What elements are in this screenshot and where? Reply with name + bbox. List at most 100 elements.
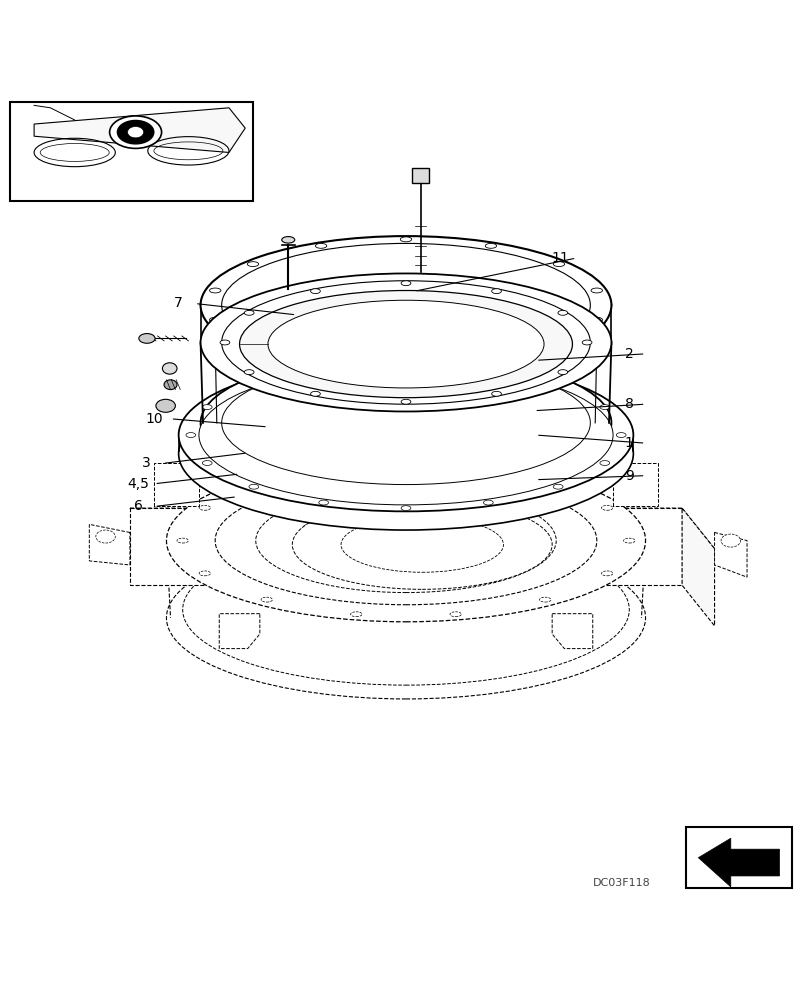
Polygon shape xyxy=(154,463,199,506)
Ellipse shape xyxy=(247,344,259,349)
Ellipse shape xyxy=(268,300,543,388)
Ellipse shape xyxy=(221,243,590,367)
Ellipse shape xyxy=(319,500,328,505)
Text: 8: 8 xyxy=(624,397,633,411)
Text: DC03F118: DC03F118 xyxy=(592,878,650,888)
Ellipse shape xyxy=(249,484,259,489)
Ellipse shape xyxy=(96,530,115,543)
Ellipse shape xyxy=(401,399,410,404)
Ellipse shape xyxy=(200,236,611,374)
Ellipse shape xyxy=(552,484,562,489)
Ellipse shape xyxy=(164,380,177,390)
Ellipse shape xyxy=(491,391,500,396)
Ellipse shape xyxy=(162,363,177,374)
Ellipse shape xyxy=(485,243,496,248)
Bar xyxy=(685,827,791,888)
Ellipse shape xyxy=(400,237,411,242)
Text: 1: 1 xyxy=(624,436,633,450)
Polygon shape xyxy=(34,108,245,152)
Ellipse shape xyxy=(249,381,259,386)
Ellipse shape xyxy=(491,289,500,294)
Ellipse shape xyxy=(449,465,461,469)
Ellipse shape xyxy=(200,273,611,411)
Ellipse shape xyxy=(557,370,567,375)
Text: 11: 11 xyxy=(551,251,569,265)
Ellipse shape xyxy=(401,360,410,364)
Ellipse shape xyxy=(485,362,496,367)
Ellipse shape xyxy=(221,281,590,404)
Ellipse shape xyxy=(315,243,326,248)
Text: 6: 6 xyxy=(134,499,142,513)
Text: 2: 2 xyxy=(624,347,633,361)
Polygon shape xyxy=(219,614,260,649)
Ellipse shape xyxy=(209,317,221,322)
Ellipse shape xyxy=(221,361,590,485)
Ellipse shape xyxy=(400,368,411,373)
Polygon shape xyxy=(130,508,714,549)
Ellipse shape xyxy=(539,597,550,602)
Polygon shape xyxy=(130,508,681,585)
Ellipse shape xyxy=(539,479,550,484)
Ellipse shape xyxy=(200,354,611,492)
Ellipse shape xyxy=(202,405,212,410)
Ellipse shape xyxy=(296,502,515,580)
Ellipse shape xyxy=(401,506,410,511)
Ellipse shape xyxy=(601,571,612,576)
Ellipse shape xyxy=(239,291,572,398)
Ellipse shape xyxy=(350,465,362,469)
Ellipse shape xyxy=(215,476,596,605)
Ellipse shape xyxy=(341,517,503,572)
Text: 4,5: 4,5 xyxy=(127,477,148,491)
Ellipse shape xyxy=(557,310,567,315)
Polygon shape xyxy=(551,614,592,649)
Ellipse shape xyxy=(483,500,492,505)
Bar xyxy=(412,168,428,183)
Bar xyxy=(10,102,253,201)
Text: 9: 9 xyxy=(624,469,633,483)
Ellipse shape xyxy=(350,612,362,617)
Ellipse shape xyxy=(118,121,153,144)
Ellipse shape xyxy=(261,479,272,484)
Ellipse shape xyxy=(244,370,254,375)
Ellipse shape xyxy=(247,262,259,267)
Ellipse shape xyxy=(552,262,564,267)
Ellipse shape xyxy=(311,289,320,294)
Ellipse shape xyxy=(616,433,625,437)
Ellipse shape xyxy=(220,340,230,345)
Ellipse shape xyxy=(244,310,254,315)
Ellipse shape xyxy=(449,612,461,617)
Ellipse shape xyxy=(590,288,602,293)
Ellipse shape xyxy=(552,381,562,386)
Ellipse shape xyxy=(601,505,612,510)
Polygon shape xyxy=(697,838,779,887)
Ellipse shape xyxy=(177,538,188,543)
Ellipse shape xyxy=(599,405,609,410)
Polygon shape xyxy=(89,524,130,565)
Polygon shape xyxy=(349,375,389,388)
Ellipse shape xyxy=(127,126,144,138)
Ellipse shape xyxy=(109,116,161,148)
Ellipse shape xyxy=(599,461,609,465)
Ellipse shape xyxy=(156,399,175,412)
Ellipse shape xyxy=(186,433,195,437)
Ellipse shape xyxy=(720,534,740,547)
Ellipse shape xyxy=(166,537,645,699)
Ellipse shape xyxy=(139,334,155,343)
Text: 10: 10 xyxy=(145,412,163,426)
Ellipse shape xyxy=(199,571,210,576)
Polygon shape xyxy=(714,532,746,577)
Ellipse shape xyxy=(552,344,564,349)
Ellipse shape xyxy=(202,461,212,465)
Ellipse shape xyxy=(209,288,221,293)
Ellipse shape xyxy=(310,391,320,396)
Ellipse shape xyxy=(401,281,410,286)
Ellipse shape xyxy=(315,362,326,367)
Ellipse shape xyxy=(292,500,551,589)
Ellipse shape xyxy=(261,597,272,602)
Polygon shape xyxy=(612,463,657,506)
Ellipse shape xyxy=(178,359,633,511)
Ellipse shape xyxy=(166,459,645,622)
Ellipse shape xyxy=(581,340,591,345)
Ellipse shape xyxy=(483,365,492,370)
Ellipse shape xyxy=(178,377,633,530)
